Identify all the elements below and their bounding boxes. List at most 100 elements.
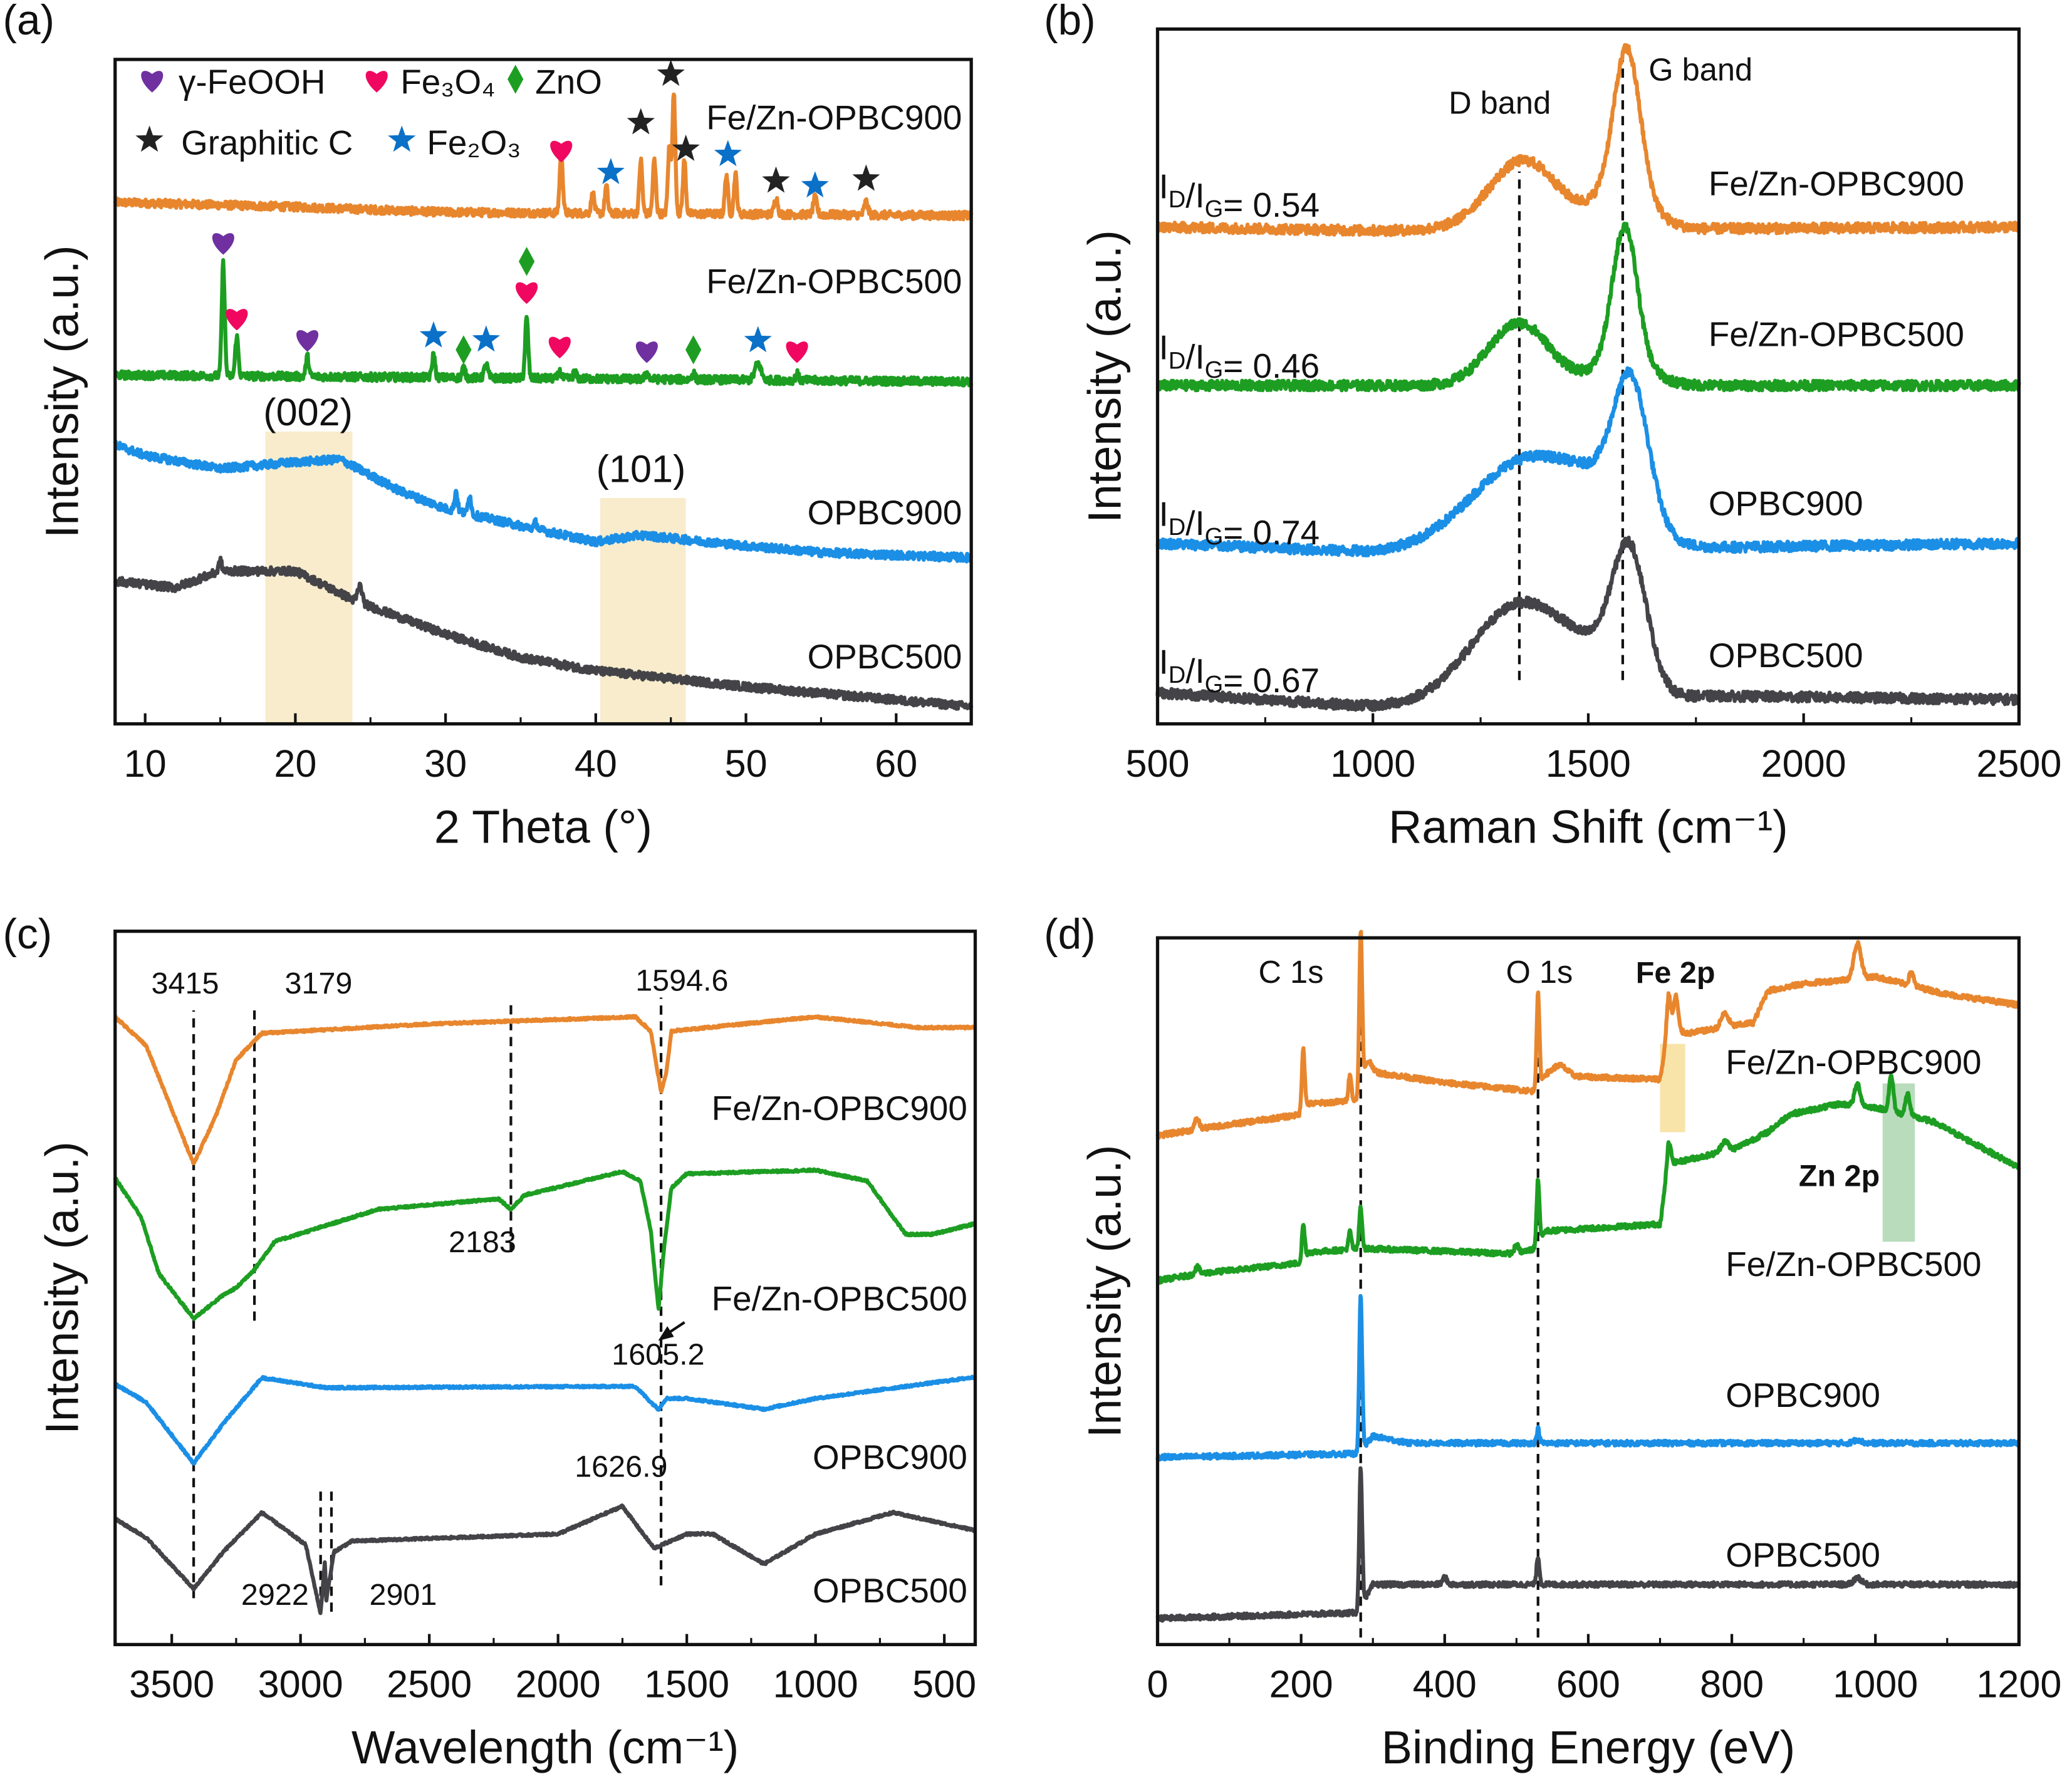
highlight-label: Zn 2p [1799,1159,1880,1193]
x-axis-title: Wavelength (cm⁻¹) [351,1721,739,1773]
panel-label: (a) [3,0,54,44]
x-tick-label: 1500 [644,1663,729,1706]
legend-label: Fe₂O₃ [427,123,521,162]
marker-star-icon [657,60,685,86]
x-axis-title: 2 Theta (°) [434,801,652,853]
arrow-head-icon [658,1326,674,1341]
series-line-opbc500 [1155,1466,2021,1623]
highlight-label: (101) [596,448,686,490]
peak-annotation: 1626.9 [575,1450,667,1484]
ratio-text-part: D [1169,514,1185,541]
series-line-opbc900 [113,439,974,564]
x-tick-label: 40 [575,742,617,785]
series-label: Fe/Zn-OPBC900 [712,1089,967,1128]
x-axis-title: Binding Energy (eV) [1382,1721,1795,1773]
marker-heart-icon [550,140,573,163]
series-label: OPBC900 [808,493,962,532]
series-line-fe-zn-opbc900 [1155,930,2021,1140]
series-label: OPBC500 [1709,636,1863,675]
ratio-value: 0.54 [1252,185,1320,224]
y-axis-title: Intensity (a.u.) [36,245,88,538]
panel-d: Fe 2p Zn 2p Fe/Zn-OPBC900 Fe/Zn-OPBC500 OPBC… [1044,911,2061,1773]
ratio-text-part: /I [1185,504,1204,542]
x-tick-label: 400 [1413,1663,1477,1706]
plot-frame [113,58,973,726]
marker-star-icon [714,140,742,167]
x-tick-label: 30 [424,742,467,785]
ratio-text-part: D [1169,662,1185,688]
x-tick-label: 1000 [1330,742,1415,785]
series-label: OPBC500 [813,1571,967,1610]
series-line-opbc500 [113,1503,977,1616]
x-tick-label: 60 [875,742,917,785]
series-label: OPBC500 [808,637,962,676]
id-ig-ratio-label: ID/IG= 0.74 [1159,494,1320,552]
series-label: OPBC900 [1726,1376,1880,1414]
x-tick-label: 500 [912,1663,976,1706]
x-tick-label: 50 [725,742,768,785]
marker-star-icon [744,326,772,353]
marker-star-icon [852,164,880,191]
series-line-fe-zn-opbc500 [1156,221,2021,393]
ratio-text-part: I [1159,167,1169,205]
series-line-fe-zn-opbc500 [113,258,974,388]
panel-label: (c) [3,911,52,958]
marker-star-icon [627,108,655,135]
panel-a: (002) (101) Fe/Zn-OPBC900 Fe/Zn-OPBC500 OPBC… [3,0,974,853]
marker-heart-icon [635,341,658,363]
series-line-opbc500 [113,556,974,711]
id-ig-ratio-label: ID/IG= 0.54 [1159,167,1320,224]
series-label: Fe/Zn-OPBC500 [1726,1245,1981,1284]
ratio-text-part: G [1205,196,1224,222]
marker-heart-icon [226,309,248,331]
series-line-fe-zn-opbc900 [1156,43,2021,237]
x-tick-label: 10 [124,742,167,785]
id-ig-ratio-label: ID/IG= 0.67 [1159,642,1320,700]
series-label: Fe/Zn-OPBC500 [706,262,962,301]
ratio-text-part: = [1223,661,1252,700]
ratio-text-part: = [1223,513,1252,552]
legend-diamond-icon [508,65,524,94]
x-tick-label: 500 [1125,742,1189,785]
marker-star-icon [801,171,829,198]
ratio-text-part: G [1205,524,1224,550]
series-label: OPBC900 [1709,484,1863,522]
marker-heart-icon [548,336,571,359]
x-axis-title: Raman Shift (cm⁻¹) [1388,801,1788,853]
marker-diamond-icon [685,335,702,365]
series-line-fe-zn-opbc500 [113,1167,977,1321]
marker-star-icon [596,157,625,184]
ratio-text-part: = [1223,185,1252,224]
ratio-text-part: I [1159,494,1169,533]
legend-star-icon [388,125,416,152]
panel-label: (b) [1044,0,1095,44]
peak-annotation: C 1s [1258,954,1323,990]
series-label: Fe/Zn-OPBC900 [1726,1042,1981,1081]
ratio-value: 0.46 [1252,346,1320,385]
series-label: OPBC500 [1726,1535,1880,1574]
series-line-fe-zn-opbc900 [113,1014,977,1166]
ratio-value: 0.74 [1252,513,1320,552]
peak-annotation: 1605.2 [612,1337,704,1371]
ratio-text-part: I [1159,642,1169,681]
series-line-opbc500 [1155,536,2021,712]
highlight-label: (002) [263,391,353,433]
legend-label: Fe₃O₄ [400,63,495,101]
legend-label: γ-FeOOH [179,63,325,101]
x-tick-label: 2500 [1976,742,2061,785]
x-tick-label: 2000 [516,1663,601,1706]
x-tick-label: 1000 [1833,1663,1918,1706]
x-tick-label: 20 [274,742,316,785]
ratio-text-part: G [1205,357,1224,383]
series-line-opbc900 [1155,366,2021,558]
panel-label: (d) [1044,911,1095,958]
marker-star-icon [672,134,700,161]
series-line-opbc900 [1155,1294,2021,1462]
highlight-label: Fe 2p [1636,956,1715,990]
x-tick-label: 0 [1147,1663,1168,1706]
marker-heart-icon [296,330,319,352]
marker-star-icon [762,166,790,193]
y-axis-title: Intensity (a.u.) [1078,230,1130,523]
marker-star-icon [472,325,500,352]
